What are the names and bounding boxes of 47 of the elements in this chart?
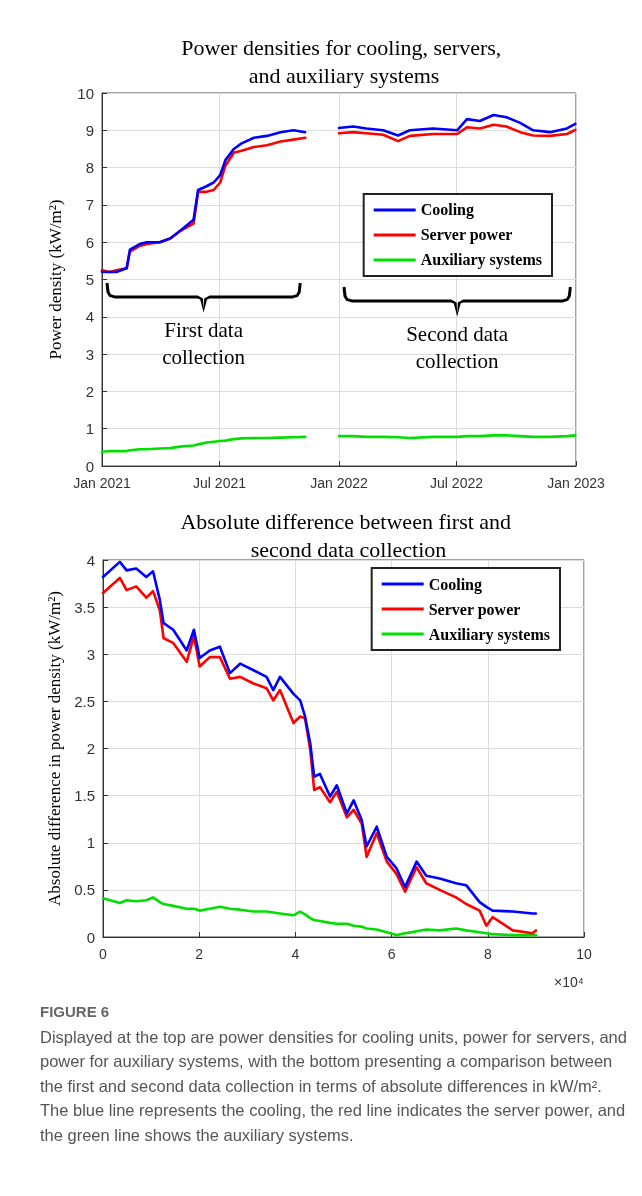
y-tick-label: 2 xyxy=(85,382,94,400)
legend-label: Server power xyxy=(420,226,513,245)
legend-label: Cooling xyxy=(420,201,475,220)
annotation: First data collection xyxy=(161,316,246,371)
x-tick-label: 2 xyxy=(195,946,204,962)
x-tick-label: 8 xyxy=(483,946,492,962)
y-tick-label: 7 xyxy=(85,196,94,214)
legend-label: Server power xyxy=(428,600,521,619)
y-tick-label: 9 xyxy=(85,121,94,139)
y-tick-label: 6 xyxy=(85,233,94,251)
legend-label: Auxiliary systems xyxy=(428,625,550,644)
line-series xyxy=(101,896,538,937)
y-tick-label: 0 xyxy=(86,928,95,946)
x-tick-label: Jan 2021 xyxy=(73,475,132,491)
y-tick-label: 0.5 xyxy=(74,881,95,899)
y-tick-label: 4 xyxy=(85,308,94,326)
y-axis-title: Power density (kW/m²) xyxy=(46,199,65,360)
y-tick-label: 10 xyxy=(77,84,94,102)
annotation: Second data collection xyxy=(405,320,510,375)
x-tick-label: 0 xyxy=(99,946,108,962)
x-tick-label: Jul 2021 xyxy=(193,475,247,491)
x-tick-label: Jan 2023 xyxy=(547,475,606,491)
y-tick-label: 3.5 xyxy=(74,598,95,616)
y-tick-label: 1 xyxy=(85,420,94,438)
y-tick-label: 0 xyxy=(85,457,94,475)
y-tick-label: 4 xyxy=(86,551,95,569)
x-tick-label: 4 xyxy=(291,946,300,962)
y-axis-title: Absolute difference in power density (kW/m²) xyxy=(45,591,65,906)
y-tick-label: 1.5 xyxy=(74,787,95,805)
legend-label: Auxiliary systems xyxy=(420,251,542,270)
y-tick-label: 2.5 xyxy=(74,692,95,710)
x-tick-label: 6 xyxy=(387,946,396,962)
legend-label: Cooling xyxy=(428,575,483,594)
y-tick-label: 3 xyxy=(86,645,95,663)
text: Displayed at the top are power densities for cooling units, power for servers, and power for auxiliary systems, with the bottom presenting a comparison between the first and second data collection in terms of absolute differences in kW/m². The blue line represents the cooling, the red line indicates the server power, and the green line shows the auxiliary systems. xyxy=(40,1026,628,1146)
y-tick-label: 1 xyxy=(86,834,95,852)
y-tick-label: 8 xyxy=(85,159,94,177)
x-tick-label: Jan 2022 xyxy=(310,475,369,491)
x-tick-label: 10 xyxy=(576,946,592,962)
caption: FIGURE 6 xyxy=(40,1002,111,1022)
y-tick-label: 3 xyxy=(85,345,94,363)
x-axis-title: ×10⁴ xyxy=(554,974,584,990)
x-tick-label: Jul 2022 xyxy=(430,475,484,491)
chart-title: Power densities for cooling, servers, and auxiliary systems xyxy=(181,34,507,88)
chart-title: Absolute difference between first and second data collection xyxy=(180,508,517,562)
y-tick-label: 5 xyxy=(85,271,94,288)
y-tick-label: 2 xyxy=(86,740,95,757)
